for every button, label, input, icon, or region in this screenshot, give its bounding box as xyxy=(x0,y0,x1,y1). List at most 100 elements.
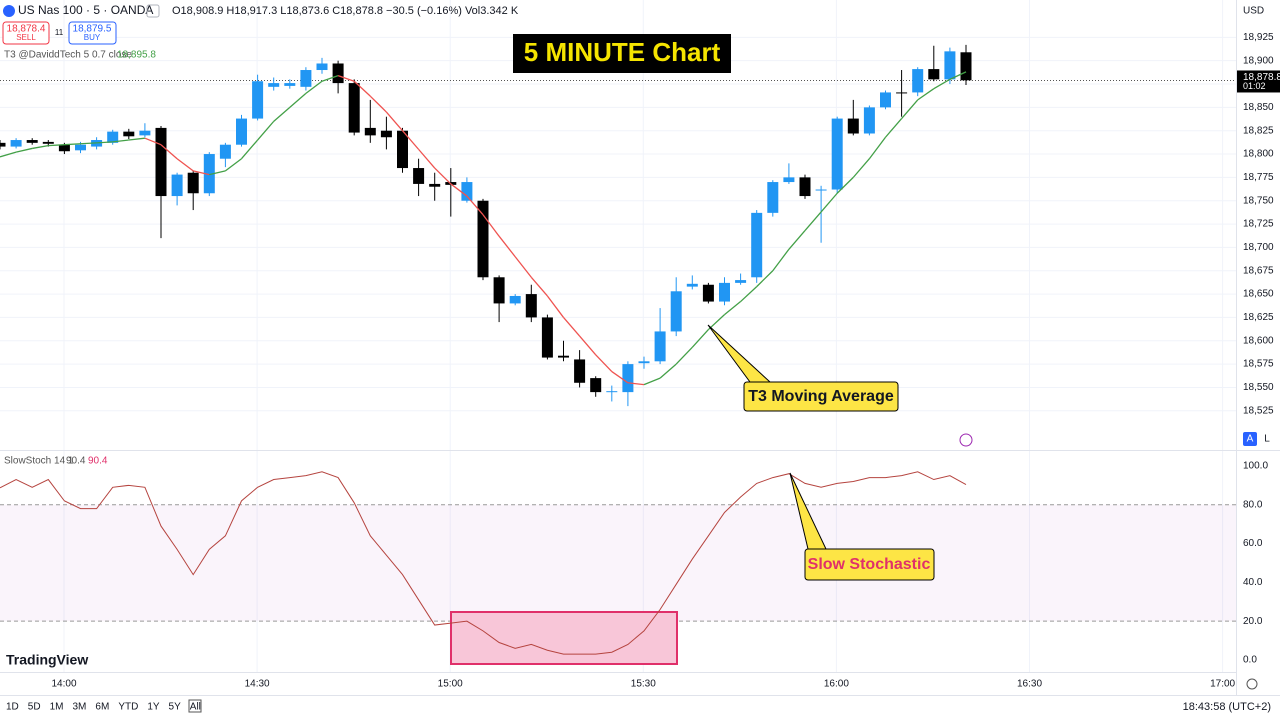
stoch-line xyxy=(0,471,967,655)
stoch-name: SlowStoch 14 1 xyxy=(4,456,74,467)
period-button[interactable]: YTD xyxy=(118,702,138,713)
y-tick-label: 80.0 xyxy=(1243,499,1263,510)
buy-button[interactable] xyxy=(68,21,117,45)
t3-segment xyxy=(176,158,194,172)
auto-scale[interactable] xyxy=(1243,432,1257,446)
y-tick-label: 18,575 xyxy=(1243,359,1274,370)
t3-segment xyxy=(691,329,709,348)
t3-annotation: T3 Moving Average xyxy=(748,388,894,405)
t3-segment xyxy=(369,95,387,113)
t3-segment xyxy=(595,354,613,373)
y-tick-label: 60.0 xyxy=(1243,538,1263,549)
buy-price: 18,879.5 xyxy=(73,24,112,35)
y-tick-label: 18,675 xyxy=(1243,265,1274,276)
t3-segment xyxy=(740,286,758,303)
t3-segment xyxy=(193,170,210,176)
candle-body xyxy=(590,378,602,393)
y-tick-label: 0.0 xyxy=(1243,655,1257,666)
t3-segment xyxy=(15,147,33,153)
candle-body xyxy=(300,70,312,87)
last-price-box xyxy=(1237,70,1280,93)
y-tick-label: 100.0 xyxy=(1243,461,1268,472)
ohlc: O18,908.9 H18,917.3 L18,873.6 C18,878.8 … xyxy=(172,5,519,17)
candle-body xyxy=(767,182,779,213)
stoch-pane xyxy=(0,451,1236,672)
candle-body xyxy=(155,127,167,197)
t3-segment xyxy=(305,80,323,94)
y-tick-label: 18,525 xyxy=(1243,405,1274,416)
period-button[interactable]: 1Y xyxy=(147,702,160,713)
y-tick-label: 18,750 xyxy=(1243,195,1274,206)
candle-body xyxy=(815,189,827,191)
y-tick-label: 18,600 xyxy=(1243,335,1274,346)
candle-body xyxy=(397,130,408,169)
candle-body xyxy=(670,291,682,332)
y-tick-label: 18,825 xyxy=(1243,125,1274,136)
candle-body xyxy=(0,142,6,147)
log-scale-label[interactable]: L xyxy=(1264,434,1270,445)
period-button[interactable]: 1M xyxy=(50,702,64,713)
clock: 18:43:58 (UTC+2) xyxy=(1183,701,1271,713)
toolbar xyxy=(0,695,1280,722)
settings-icon[interactable] xyxy=(1246,678,1258,690)
x-tick-label: 14:30 xyxy=(245,679,270,690)
main-pane xyxy=(0,0,1236,450)
t3-segment xyxy=(772,248,790,272)
t3-segment xyxy=(546,295,565,318)
period-button[interactable]: All xyxy=(190,702,201,713)
t3-segment xyxy=(402,130,420,150)
t3-segment xyxy=(353,80,371,97)
t3-segment xyxy=(337,75,355,82)
period-button[interactable]: 5D xyxy=(28,702,41,713)
y-tick-label: 18,850 xyxy=(1243,102,1274,113)
candle-body xyxy=(509,295,521,304)
candle-body xyxy=(75,144,86,151)
candle-body xyxy=(252,81,264,119)
t3-segment xyxy=(0,151,17,158)
candle-body xyxy=(719,282,730,302)
t3-segment xyxy=(128,137,145,141)
candle-body xyxy=(912,69,924,93)
t3-segment xyxy=(675,346,693,365)
t3-segment xyxy=(257,120,275,141)
period-button[interactable]: 1D xyxy=(6,702,19,713)
x-tick-label: 14:00 xyxy=(51,679,76,690)
t3-segment xyxy=(112,139,129,143)
t3-segment xyxy=(498,235,516,258)
date-range-icon[interactable] xyxy=(188,699,202,713)
candle-body xyxy=(268,83,280,87)
candle-body xyxy=(783,177,795,183)
t3-segment xyxy=(466,195,484,216)
t3-segment xyxy=(933,78,951,90)
candle-body xyxy=(863,107,875,134)
t3-segment xyxy=(225,158,242,172)
candle-body xyxy=(171,174,183,197)
candle-body xyxy=(799,177,811,197)
candle-body xyxy=(461,182,473,201)
t3-segment xyxy=(32,145,49,150)
sell-label: SELL xyxy=(16,33,36,42)
t3-segment xyxy=(482,214,500,237)
flag-icon[interactable] xyxy=(146,4,160,18)
y-tick-label: 18,725 xyxy=(1243,219,1274,230)
t3-segment xyxy=(724,301,742,316)
period-button[interactable]: 6M xyxy=(95,702,109,713)
stoch-k: 90.4 xyxy=(66,456,86,467)
currency[interactable]: USD xyxy=(1243,6,1264,17)
t3-segment xyxy=(418,148,436,169)
sell-button[interactable] xyxy=(2,21,50,45)
t3-segment xyxy=(707,314,725,331)
candle-body xyxy=(622,364,634,393)
candle-body xyxy=(477,200,489,278)
t3-segment xyxy=(901,99,919,119)
period-button[interactable]: 3M xyxy=(73,702,87,713)
candle-body xyxy=(541,317,553,358)
candle-body xyxy=(654,331,666,362)
event-icon[interactable] xyxy=(959,433,973,447)
candle-body xyxy=(42,141,54,144)
candle-body xyxy=(139,130,151,136)
period-button[interactable]: 5Y xyxy=(169,702,182,713)
buy-label: BUY xyxy=(84,33,101,42)
t3-segment xyxy=(788,230,806,250)
